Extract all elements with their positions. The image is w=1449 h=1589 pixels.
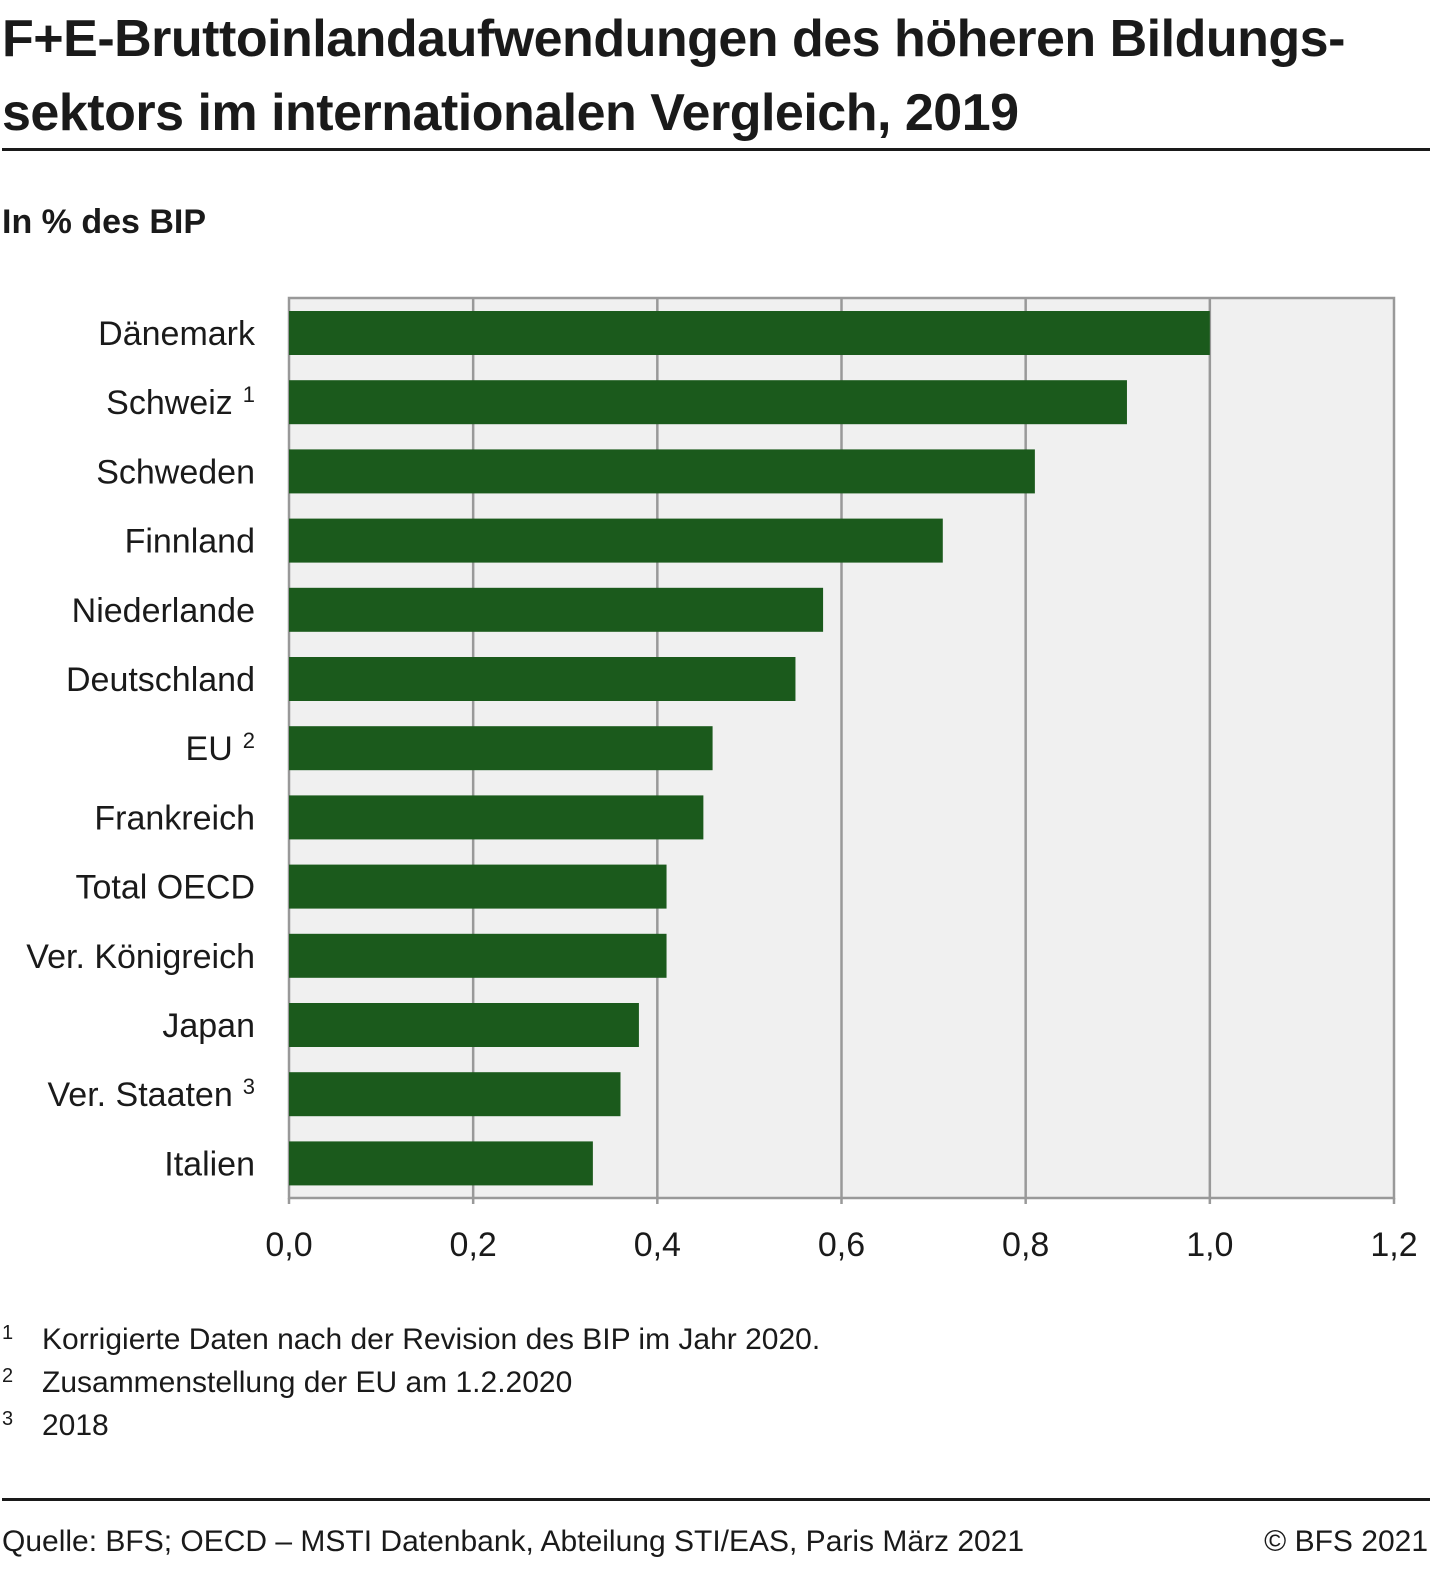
chart-title: F+E-Bruttoinlandaufwendungen des höheren… xyxy=(2,10,1346,142)
x-tick-label: 1,2 xyxy=(1370,1226,1417,1264)
bar xyxy=(289,518,943,563)
x-axis-ticks: 0,0 0,2 0,4 0,6 0,8 1,0 1,2 xyxy=(265,1198,1418,1264)
copyright-note: © BFS 2021 xyxy=(1264,1525,1428,1558)
footnote-mark: 2 xyxy=(2,1365,14,1387)
x-tick-label: 1,0 xyxy=(1186,1226,1233,1264)
source-note: Quelle: BFS; OECD – MSTI Datenbank, Abte… xyxy=(2,1525,1025,1558)
bar xyxy=(289,795,704,840)
x-tick-label: 0,6 xyxy=(818,1226,865,1264)
category-label: EU 2 xyxy=(186,728,255,768)
x-tick-label: 0,2 xyxy=(450,1226,497,1264)
category-label: Dänemark xyxy=(98,315,256,353)
footnote-mark: 1 xyxy=(2,1322,14,1344)
bar xyxy=(289,1072,621,1117)
category-label: Ver. Königreich xyxy=(26,938,255,976)
bars xyxy=(289,311,1210,1186)
footnote-text: Zusammenstellung der EU am 1.2.2020 xyxy=(42,1366,573,1399)
bar xyxy=(289,587,824,632)
category-label: Schweden xyxy=(96,453,255,491)
x-tick-label: 0,4 xyxy=(634,1226,681,1264)
bar-chart: Dänemark Schweiz 1 Schweden Finnland Niederla… xyxy=(26,296,1418,1264)
x-tick-label: 0,0 xyxy=(265,1226,312,1264)
category-label: Schweiz 1 xyxy=(106,382,255,422)
bar xyxy=(289,933,667,978)
category-labels: Dänemark Schweiz 1 Schweden Finnland Niederla… xyxy=(26,315,256,1183)
footnote-3: 3 2018 xyxy=(2,1404,820,1447)
category-label: Deutschland xyxy=(66,661,255,699)
bar xyxy=(289,380,1127,425)
bar xyxy=(289,1141,593,1186)
footnote-1: 1 Korrigierte Daten nach der Revision de… xyxy=(2,1318,820,1361)
category-label: Italien xyxy=(164,1145,255,1183)
footnote-mark: 3 xyxy=(2,1408,14,1430)
category-label: Japan xyxy=(162,1007,255,1045)
title-divider xyxy=(2,148,1430,151)
bar xyxy=(289,657,796,701)
footnote-mark: 2 xyxy=(243,728,255,753)
footnotes: 1 Korrigierte Daten nach der Revision de… xyxy=(2,1318,820,1447)
category-label: Niederlande xyxy=(72,592,255,630)
chart-unit-label: In % des BIP xyxy=(2,203,207,241)
bar xyxy=(289,726,713,771)
bar xyxy=(289,864,667,909)
bar xyxy=(289,449,1035,494)
footnote-text: Korrigierte Daten nach der Revision des … xyxy=(42,1323,821,1356)
footnote-mark: 1 xyxy=(243,382,255,407)
category-label: Finnland xyxy=(125,523,255,561)
footer-divider xyxy=(2,1498,1430,1501)
category-label: Ver. Staaten 3 xyxy=(47,1074,255,1114)
category-label: Frankreich xyxy=(94,799,255,837)
category-label: Total OECD xyxy=(76,869,256,907)
x-tick-label: 0,8 xyxy=(1002,1226,1049,1264)
footnote-2: 2 Zusammenstellung der EU am 1.2.2020 xyxy=(2,1361,820,1404)
bar xyxy=(289,1003,639,1047)
footnote-mark: 3 xyxy=(243,1074,255,1099)
bar xyxy=(289,311,1210,355)
footnote-text: 2018 xyxy=(42,1409,109,1442)
